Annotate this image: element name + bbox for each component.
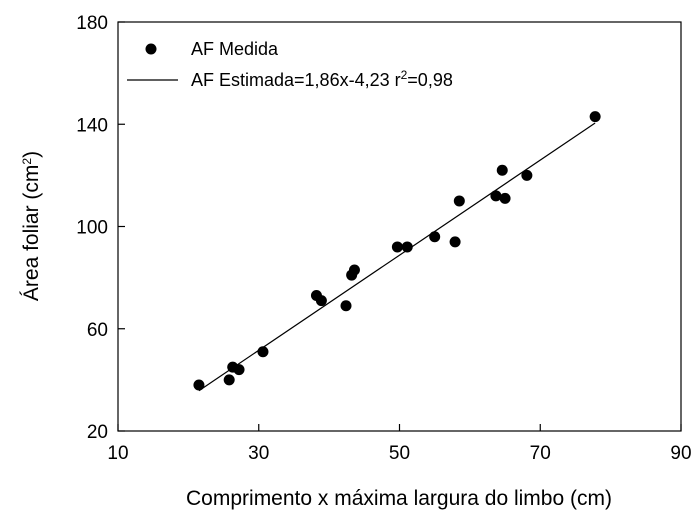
x-axis-title: Comprimento x máxima largura do limbo (c… bbox=[186, 487, 612, 510]
legend-line-label-main: AF Estimada=1,86x-4,23 r bbox=[191, 70, 401, 90]
y-tick-label: 20 bbox=[87, 422, 108, 443]
y-axis-ticks: 20 60 100 140 180 bbox=[76, 13, 125, 443]
y-tick-label: 60 bbox=[87, 320, 108, 341]
legend-line-label-superscript: 2 bbox=[401, 68, 408, 82]
legend-line-label: AF Estimada=1,86x-4,23 r2=0,98 bbox=[191, 68, 453, 90]
data-point bbox=[348, 264, 360, 276]
data-point bbox=[257, 346, 269, 358]
x-tick-label: 90 bbox=[670, 443, 691, 464]
legend-points-label: AF Medida bbox=[191, 39, 279, 59]
x-axis-ticks: 10 30 50 70 90 bbox=[107, 424, 692, 464]
y-axis-title-base: Área foliar (cm bbox=[20, 165, 43, 302]
legend-line-label-end: =0,98 bbox=[407, 70, 453, 90]
y-axis-title: Área foliar (cm2) bbox=[20, 151, 43, 301]
data-point bbox=[490, 190, 502, 202]
fit-line bbox=[198, 122, 596, 392]
data-point bbox=[521, 169, 533, 181]
legend: AF Medida AF Estimada=1,86x-4,23 r2=0,98 bbox=[127, 39, 453, 90]
x-tick-label: 50 bbox=[389, 443, 410, 464]
data-point bbox=[499, 192, 511, 204]
data-points bbox=[193, 111, 601, 391]
data-point bbox=[391, 241, 403, 253]
x-tick-label: 30 bbox=[248, 443, 269, 464]
data-point bbox=[449, 236, 461, 248]
data-point bbox=[233, 364, 245, 376]
fit-line-group bbox=[198, 122, 596, 392]
x-tick-label: 70 bbox=[530, 443, 551, 464]
legend-point-marker bbox=[145, 43, 157, 55]
y-axis-title-close: ) bbox=[20, 151, 43, 158]
data-point bbox=[496, 164, 508, 176]
y-tick-label: 100 bbox=[76, 218, 108, 239]
y-tick-label: 180 bbox=[76, 13, 108, 34]
x-tick-label: 10 bbox=[107, 443, 128, 464]
data-point bbox=[340, 300, 352, 312]
data-point bbox=[401, 241, 413, 253]
data-point bbox=[223, 374, 235, 386]
data-point bbox=[453, 195, 465, 207]
data-point bbox=[429, 231, 441, 243]
y-tick-label: 140 bbox=[76, 115, 108, 136]
data-point bbox=[315, 295, 327, 307]
data-point bbox=[589, 111, 601, 123]
data-point bbox=[193, 379, 205, 391]
y-axis-title-superscript: 2 bbox=[20, 158, 34, 165]
